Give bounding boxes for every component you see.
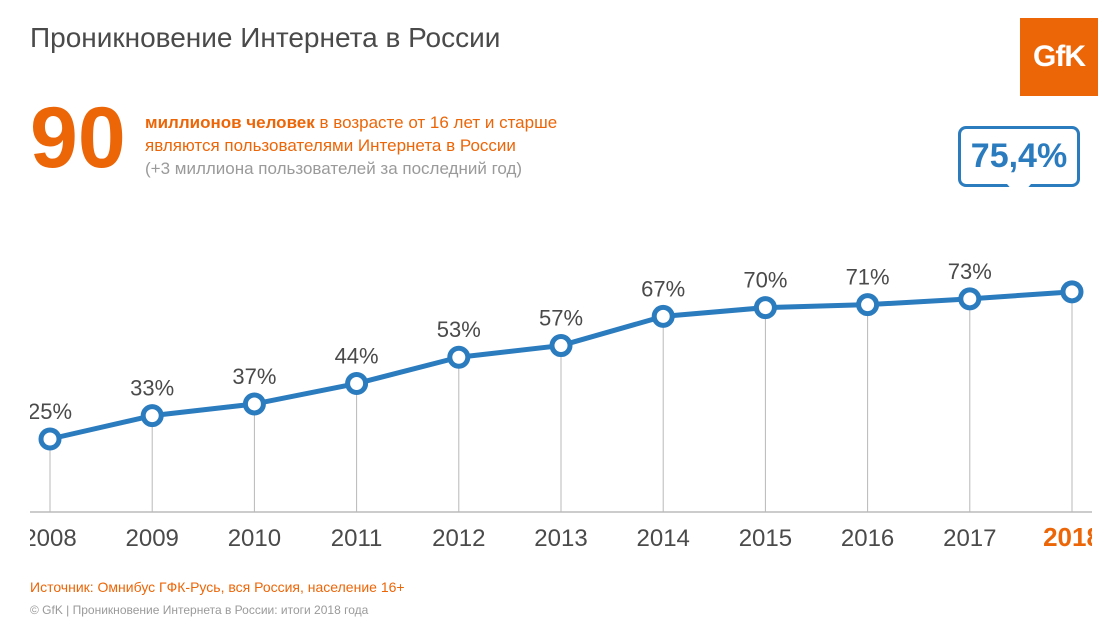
x-axis-label: 2013 (534, 525, 587, 552)
gfk-logo: GfK (1020, 18, 1098, 96)
desc-line2: являются пользователями Интернета в Росс… (145, 136, 516, 155)
value-label: 71% (846, 265, 890, 290)
desc-line3: (+3 миллиона пользователей за последний … (145, 159, 522, 178)
value-label: 53% (437, 317, 481, 342)
footer-text: © GfK | Проникновение Интернета в России… (30, 603, 368, 617)
x-axis-label: 2014 (637, 525, 690, 552)
value-label: 37% (232, 364, 276, 389)
x-axis-label: 2018 (1043, 522, 1092, 552)
gfk-logo-text: GfK (1033, 40, 1085, 74)
value-label: 57% (539, 306, 583, 331)
page-title: Проникновение Интернета в России (30, 22, 500, 54)
value-label: 33% (130, 376, 174, 401)
value-label: 44% (335, 344, 379, 369)
callout-box: 75,4% (958, 126, 1080, 187)
x-axis-label: 2015 (739, 525, 792, 552)
x-axis-label: 2017 (943, 525, 996, 552)
value-label: 67% (641, 276, 685, 301)
x-axis-label: 2010 (228, 525, 281, 552)
x-axis-label: 2009 (126, 525, 179, 552)
x-axis-label: 2011 (331, 525, 383, 552)
headline-description: миллионов человек в возрасте от 16 лет и… (145, 112, 557, 181)
x-axis-label: 2016 (841, 525, 894, 552)
x-axis-label: 2012 (432, 525, 485, 552)
callout-arrow-icon (1007, 184, 1031, 198)
x-axis-label: 2008 (30, 525, 77, 552)
source-text: Источник: Омнибус ГФК-Русь, вся Россия, … (30, 579, 405, 595)
headline-number: 90 (30, 95, 126, 181)
chart-svg: 25% 33% 37% 44% 53% 57% 67% 70% 71% 73% 2008 2009 20… (30, 210, 1092, 557)
value-label: 73% (948, 259, 992, 284)
desc-line1-strong: миллионов человек в возрасте от 16 лет и… (145, 113, 557, 132)
value-label: 70% (743, 268, 787, 293)
penetration-line-chart: 25% 33% 37% 44% 53% 57% 67% 70% 71% 73% 2008 2009 20… (30, 210, 1092, 557)
latest-value-callout: 75,4% (944, 126, 1094, 198)
value-label: 25% (30, 399, 72, 424)
